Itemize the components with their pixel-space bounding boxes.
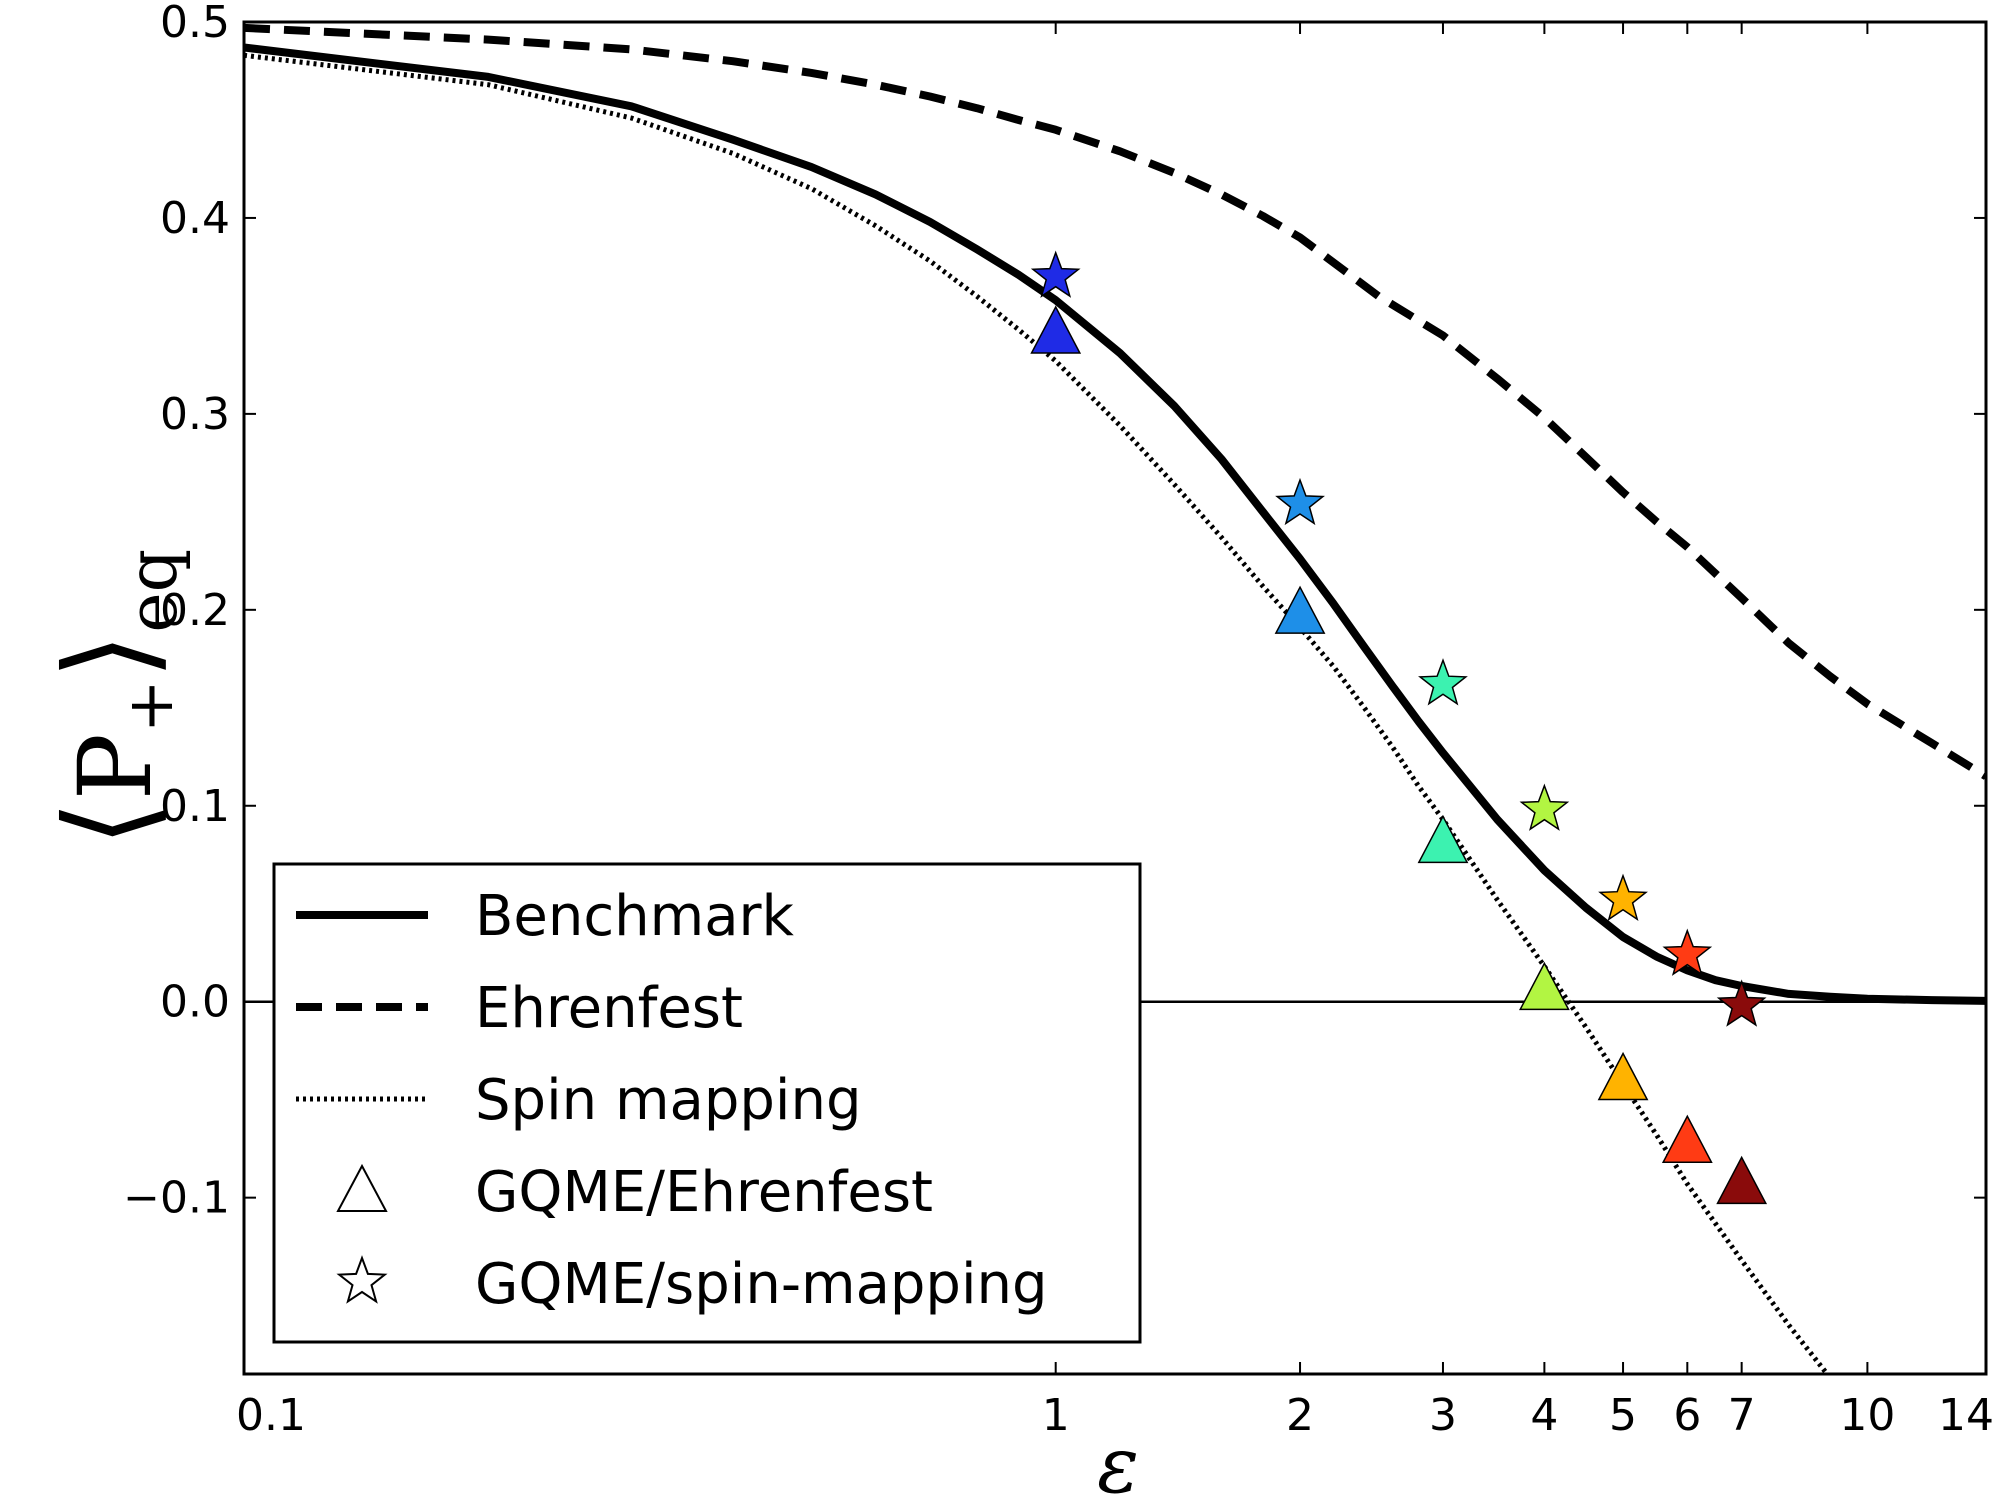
star-marker-6: [1662, 928, 1713, 976]
x-tick-label: 6: [1673, 1390, 1701, 1441]
star-marker-2: [1275, 477, 1325, 526]
y-tick-label: 0.3: [160, 389, 230, 440]
legend-label-gqme-ehrenfest: GQME/Ehrenfest: [475, 1160, 933, 1225]
x-tick-label: 1: [1042, 1390, 1070, 1441]
axis-ticks: [243, 21, 1987, 1374]
y-tick-label: 0.1: [160, 781, 230, 832]
legend-box: [272, 862, 1142, 1344]
triangle-marker-2: [1274, 585, 1326, 634]
y-label-eq: eq: [114, 549, 193, 633]
plot-frame: [242, 20, 1988, 1376]
x-tick-label: 0.1: [236, 1390, 306, 1441]
triangle-marker-6: [1661, 1114, 1713, 1163]
y-label-subscript: +: [114, 679, 188, 733]
legend: Benchmark Ehrenfest Spin mapping GQME/Eh…: [272, 862, 1142, 1344]
y-tick-label: 0.0: [160, 977, 230, 1028]
svg-text:⟨P+⟩eq: ⟨P+⟩eq: [40, 549, 193, 847]
x-tick-label: 2: [1286, 1390, 1314, 1441]
x-tick-label: 10: [1839, 1390, 1895, 1441]
legend-label-spin-mapping: Spin mapping: [475, 1068, 862, 1133]
y-tick-label: 0.4: [160, 193, 230, 244]
x-tick-label: 4: [1530, 1390, 1558, 1441]
y-axis-label: ⟨P+⟩eq: [40, 549, 193, 847]
star-marker-7: [1716, 979, 1767, 1027]
series-line-benchmark: [244, 43, 1986, 1005]
x-tick-label: 7: [1728, 1390, 1756, 1441]
triangle-marker-1: [1030, 305, 1082, 354]
star-marker-4: [1519, 783, 1570, 831]
y-tick-label: −0.1: [123, 1173, 230, 1224]
star-marker-5: [1598, 873, 1648, 921]
y-label-bracket-open: ⟨: [40, 800, 179, 847]
triangle-marker-5: [1597, 1051, 1649, 1101]
y-tick-label: 0.2: [160, 585, 230, 636]
x-axis-label: ε: [1097, 1421, 1139, 1503]
axis-tick-labels: 0.1 1 2 3 4 5 6 7 10 14 −0.1 0.0 0.1 0.2 0.3 0.4 0.5: [123, 0, 1994, 1441]
x-tick-label: 3: [1429, 1390, 1457, 1441]
series-line-ehrenfest: [244, 23, 1986, 780]
legend-triangle-icon: [336, 1163, 388, 1212]
x-tick-label: 14: [1938, 1390, 1994, 1441]
legend-star-icon: [336, 1255, 388, 1304]
legend-label-benchmark: Benchmark: [475, 884, 795, 949]
legend-label-ehrenfest: Ehrenfest: [475, 976, 743, 1041]
x-tick-label: 5: [1609, 1390, 1637, 1441]
triangle-marker-3: [1417, 814, 1469, 864]
y-label-symbol: P: [57, 733, 174, 800]
star-marker-3: [1418, 658, 1468, 706]
triangle-marker-7: [1716, 1155, 1768, 1205]
y-label-bracket-close: ⟩: [40, 633, 179, 680]
star-marker-1: [1030, 250, 1081, 298]
legend-label-gqme-spin-mapping: GQME/spin-mapping: [475, 1252, 1048, 1317]
y-tick-label: 0.5: [160, 0, 230, 48]
data-markers: [1030, 250, 1768, 1205]
triangle-marker-4: [1518, 961, 1570, 1011]
